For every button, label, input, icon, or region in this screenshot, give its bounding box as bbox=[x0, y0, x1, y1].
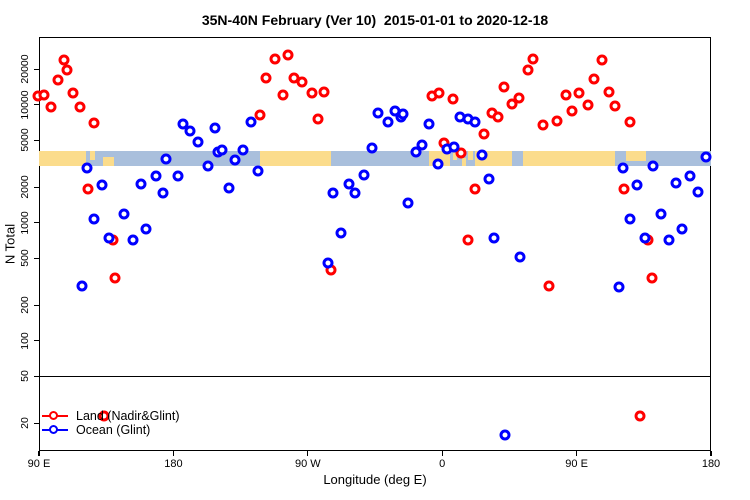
x-tick-mark bbox=[441, 451, 443, 456]
y-tick-label: 500 bbox=[19, 249, 31, 268]
x-axis-label: Longitude (deg E) bbox=[323, 472, 427, 487]
x-tick-label: 180 bbox=[164, 458, 183, 470]
land-series-marker-icon bbox=[42, 410, 68, 422]
legend-label-land: Land (Nadir&Glint) bbox=[76, 409, 180, 423]
y-tick-label: 20 bbox=[19, 417, 31, 429]
x-tick-label: 90 E bbox=[565, 458, 588, 470]
y-tick-label: 10000 bbox=[19, 90, 31, 120]
x-tick-mark bbox=[576, 451, 578, 456]
x-tick-mark bbox=[307, 451, 309, 456]
x-tick-label: 0 bbox=[439, 458, 446, 470]
y-tick-label: 2000 bbox=[19, 175, 31, 199]
plot-area bbox=[39, 37, 711, 451]
legend-label-ocean: Ocean (Glint) bbox=[76, 423, 151, 437]
ocean-series-marker-icon bbox=[42, 424, 68, 436]
chart-title: 35N-40N February (Ver 10) 2015-01-01 to … bbox=[201, 12, 549, 28]
y-tick-label: 1000 bbox=[19, 211, 31, 235]
y-tick-label: 20000 bbox=[19, 54, 31, 84]
x-tick-label: 180 bbox=[701, 458, 721, 470]
x-tick-mark bbox=[172, 451, 174, 456]
y-axis-label: N Total bbox=[2, 223, 18, 265]
y-tick-label: 5000 bbox=[19, 128, 31, 152]
x-tick-label: 90 E bbox=[27, 458, 51, 470]
x-tick-mark bbox=[38, 451, 40, 456]
legend-item-land: Land (Nadir&Glint) bbox=[42, 409, 180, 423]
y-tick-label: 100 bbox=[19, 331, 31, 350]
y-tick-label: 50 bbox=[19, 370, 31, 383]
legend: Land (Nadir&Glint) Ocean (Glint) bbox=[42, 409, 180, 437]
x-tick-mark bbox=[710, 451, 712, 456]
legend-item-ocean: Ocean (Glint) bbox=[42, 423, 180, 437]
x-tick-label: 90 W bbox=[294, 458, 321, 470]
y-tick-label: 200 bbox=[19, 296, 31, 314]
